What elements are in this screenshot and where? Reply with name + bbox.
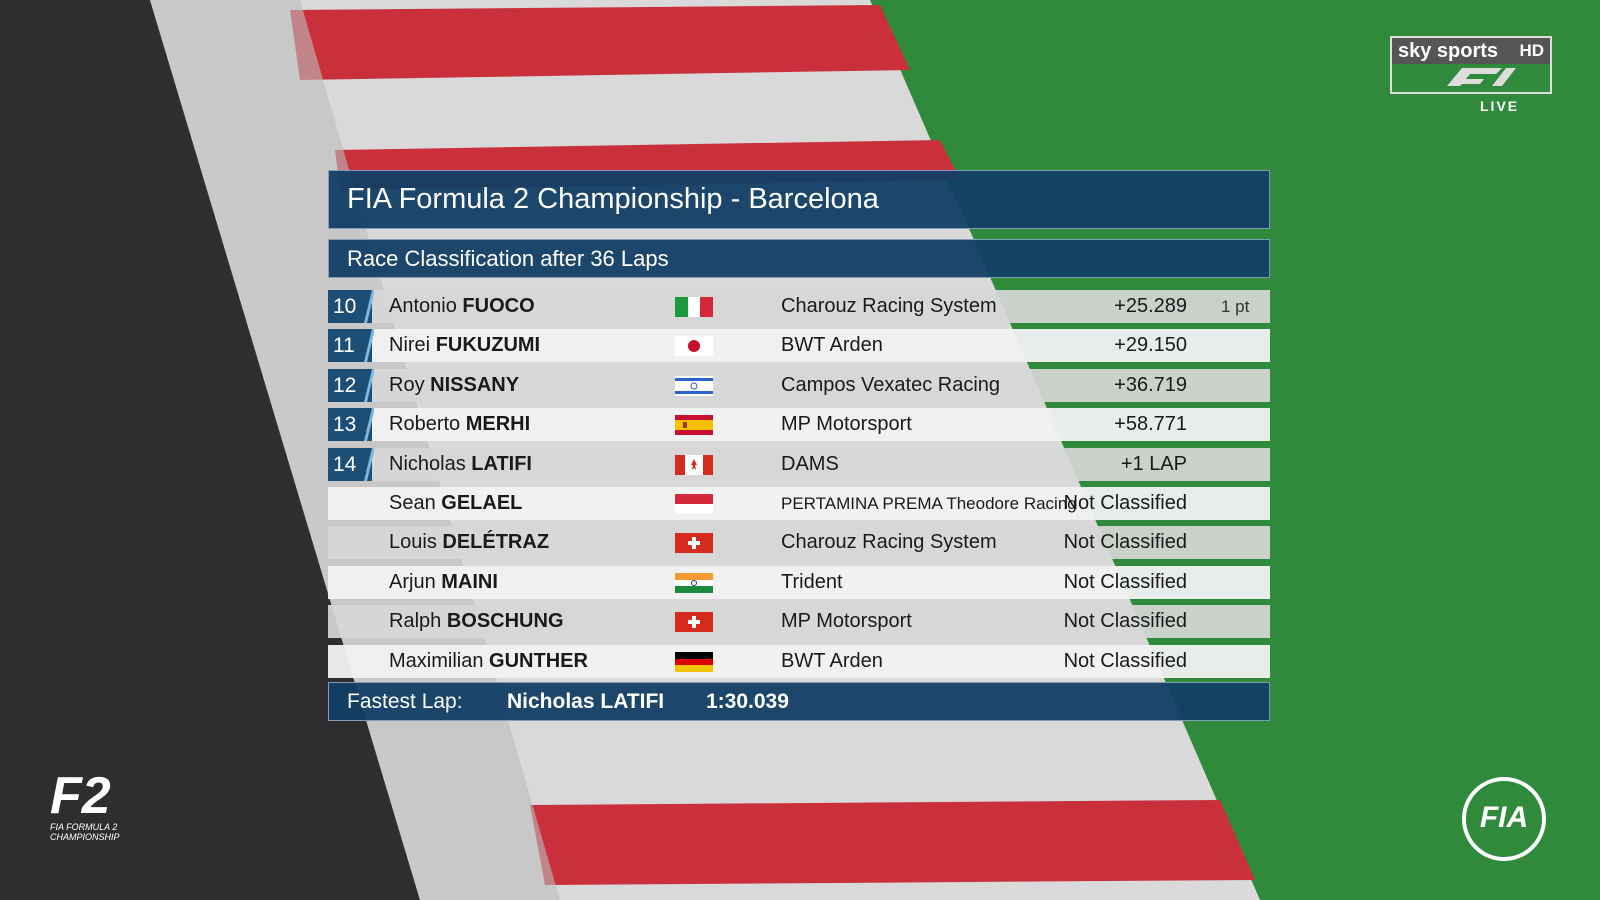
broadcaster-name: sky sports: [1398, 40, 1499, 62]
table-row: Sean GELAEL PERTAMINA PREMA Theodore Raci…: [328, 487, 1270, 520]
position-badge: 11: [328, 329, 372, 363]
position-badge: 10: [328, 290, 372, 323]
flag: [675, 494, 713, 514]
badge-slash: [364, 290, 374, 323]
table-row: Arjun MAINI Trident Not Classified: [328, 565, 1270, 599]
gap: Not Classified: [1063, 610, 1187, 633]
gap: Not Classified: [1063, 531, 1187, 554]
gap: Not Classified: [1063, 649, 1187, 672]
subtitle-bar: Race Classification after 36 Laps: [328, 239, 1270, 278]
team-name: BWT Arden: [781, 334, 883, 357]
driver-name: Roy NISSANY: [389, 369, 519, 402]
driver-name: Roberto MERHI: [389, 408, 530, 441]
badge-slash: [364, 408, 374, 442]
table-row: 12 Roy NISSANY Campos Vexatec Racing +36.71…: [328, 368, 1270, 402]
points: 1 pt: [1221, 297, 1250, 316]
driver-name: Maximilian GUNTHER: [389, 645, 588, 678]
title-bar: FIA Formula 2 Championship - Barcelona: [328, 170, 1270, 229]
broadcaster-logo: sky sports HD: [1390, 36, 1552, 94]
flag: [675, 375, 713, 396]
driver-name: Louis DELÉTRAZ: [389, 526, 549, 559]
gap: Not Classified: [1063, 570, 1187, 593]
gap: Not Classified: [1063, 492, 1187, 514]
last-name: FUKUZUMI: [435, 334, 541, 357]
team-name: DAMS: [781, 452, 839, 475]
fastest-lap-label: Fastest Lap:: [347, 690, 463, 713]
team-name: Trident: [781, 570, 843, 593]
driver-name: Antonio FUOCO: [389, 290, 535, 323]
fastest-lap-bar: Fastest Lap: Nicholas LATIFI 1:30.039: [328, 682, 1270, 721]
team-name: Charouz Racing System: [781, 295, 997, 317]
first-name: Ralph: [389, 610, 442, 633]
table-row: Louis DELÉTRAZ Charouz Racing System Not C…: [328, 526, 1270, 560]
last-name: BOSCHUNG: [446, 610, 564, 633]
flag: [675, 533, 713, 554]
team-name: Charouz Racing System: [781, 531, 997, 554]
team-name: MP Motorsport: [781, 610, 912, 633]
flag: [675, 415, 713, 436]
table-row: 13 Roberto MERHI MP Motorsport +58.771: [328, 408, 1270, 442]
table-row: 11 Nirei FUKUZUMI BWT Arden +29.150: [328, 329, 1270, 363]
last-name: MERHI: [465, 413, 531, 436]
team-name: PERTAMINA PREMA Theodore Racing: [781, 494, 1077, 513]
team-name: MP Motorsport: [781, 413, 912, 436]
badge-slash: [364, 368, 374, 402]
quality-label: HD: [1519, 41, 1544, 60]
gap: +36.719: [1114, 373, 1187, 396]
first-name: Maximilian: [389, 649, 484, 672]
driver-name: Nirei FUKUZUMI: [389, 329, 540, 362]
last-name: GELAEL: [441, 492, 523, 514]
last-name: DELÉTRAZ: [442, 531, 550, 554]
gap: +1 LAP: [1120, 452, 1187, 475]
driver-name: Nicholas LATIFI: [389, 448, 532, 481]
gap: +58.771: [1114, 413, 1187, 436]
position-badge: 13: [328, 408, 372, 442]
first-name: Roy: [389, 373, 425, 396]
flag: [675, 612, 713, 633]
driver-name: Ralph BOSCHUNG: [389, 605, 564, 638]
table-row: Ralph BOSCHUNG MP Motorsport Not Classifie…: [328, 605, 1270, 639]
last-name: GUNTHER: [489, 649, 588, 672]
gap: +25.289: [1114, 295, 1187, 317]
team-name: BWT Arden: [781, 649, 883, 672]
series-name: FIA FORMULA 2 CHAMPIONSHIP: [50, 822, 120, 842]
fastest-lap-time: 1:30.039: [706, 690, 789, 713]
badge-slash: [364, 447, 374, 481]
last-name: LATIFI: [471, 452, 532, 475]
federation-logo: FIA: [1462, 777, 1546, 861]
series-logo: F2 FIA FORMULA 2 CHAMPIONSHIP: [50, 770, 150, 842]
gap: +29.150: [1114, 334, 1187, 357]
first-name: Sean: [389, 492, 436, 514]
team-name: Campos Vexatec Racing: [781, 373, 1001, 396]
flag: [675, 454, 713, 475]
first-name: Antonio: [389, 295, 457, 317]
last-name: MAINI: [441, 570, 498, 593]
badge-slash: [364, 329, 374, 363]
first-name: Louis: [389, 531, 437, 554]
position-badge: 12: [328, 368, 372, 402]
fastest-lap-driver: Nicholas LATIFI: [507, 690, 665, 713]
f1-mark: [1447, 68, 1516, 86]
last-name: FUOCO: [462, 295, 535, 317]
driver-name: Sean GELAEL: [389, 487, 522, 520]
live-label: LIVE: [1480, 98, 1520, 114]
flag: [675, 572, 713, 593]
driver-name: Arjun MAINI: [389, 566, 498, 599]
table-row: 10 Antonio FUOCO Charouz Racing System +25.…: [328, 290, 1270, 323]
flag: [675, 336, 713, 357]
position-badge: 14: [328, 447, 372, 481]
last-name: NISSANY: [430, 373, 520, 396]
first-name: Roberto: [389, 413, 461, 436]
first-name: Nicholas: [389, 452, 466, 475]
series-mark: F2: [50, 767, 111, 825]
flag: [675, 651, 713, 672]
first-name: Arjun: [389, 570, 436, 593]
table-row: 14 Nicholas LATIFI DAMS +1 LAP: [328, 447, 1270, 481]
flag: [675, 297, 713, 317]
table-row: Maximilian GUNTHER BWT Arden Not Classifie…: [328, 644, 1270, 678]
first-name: Nirei: [389, 334, 431, 357]
